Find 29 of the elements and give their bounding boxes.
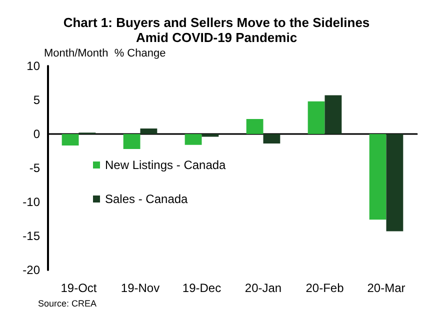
bar — [324, 95, 342, 134]
y-tick-label: 0 — [33, 127, 40, 141]
chart-title: Chart 1: Buyers and Sellers Move to the Sidelines Amid COVID-19 Pandemic — [63, 15, 370, 45]
legend-label: Sales - Canada — [105, 192, 188, 206]
y-axis-title: Month/Month % Change — [44, 48, 166, 60]
bar — [263, 134, 280, 144]
y-tick-label: -10 — [22, 195, 40, 209]
legend-label: New Listings - Canada — [105, 158, 226, 172]
y-tick-label: 10 — [26, 59, 40, 73]
y-tick-label: -15 — [22, 229, 40, 243]
bar — [369, 134, 386, 220]
bar — [202, 134, 219, 137]
y-tick-label: 5 — [33, 93, 40, 107]
bar — [123, 134, 140, 149]
x-tick-label: 19-Nov — [120, 281, 160, 295]
bar — [184, 134, 202, 145]
source-note: Source: CREA — [38, 298, 97, 308]
x-tick-label: 19-Dec — [182, 281, 222, 295]
y-tick-label: -20 — [22, 263, 40, 277]
x-tick-label: 19-Oct — [60, 281, 98, 295]
bar — [62, 134, 79, 146]
bar — [386, 134, 404, 232]
bar — [246, 119, 264, 134]
y-tick-label: -5 — [29, 161, 40, 175]
x-tick-label: 20-Mar — [367, 281, 406, 295]
x-tick-label: 20-Jan — [244, 281, 282, 295]
bar — [140, 128, 158, 134]
bar — [308, 101, 325, 134]
x-tick-label: 20-Feb — [306, 281, 344, 295]
